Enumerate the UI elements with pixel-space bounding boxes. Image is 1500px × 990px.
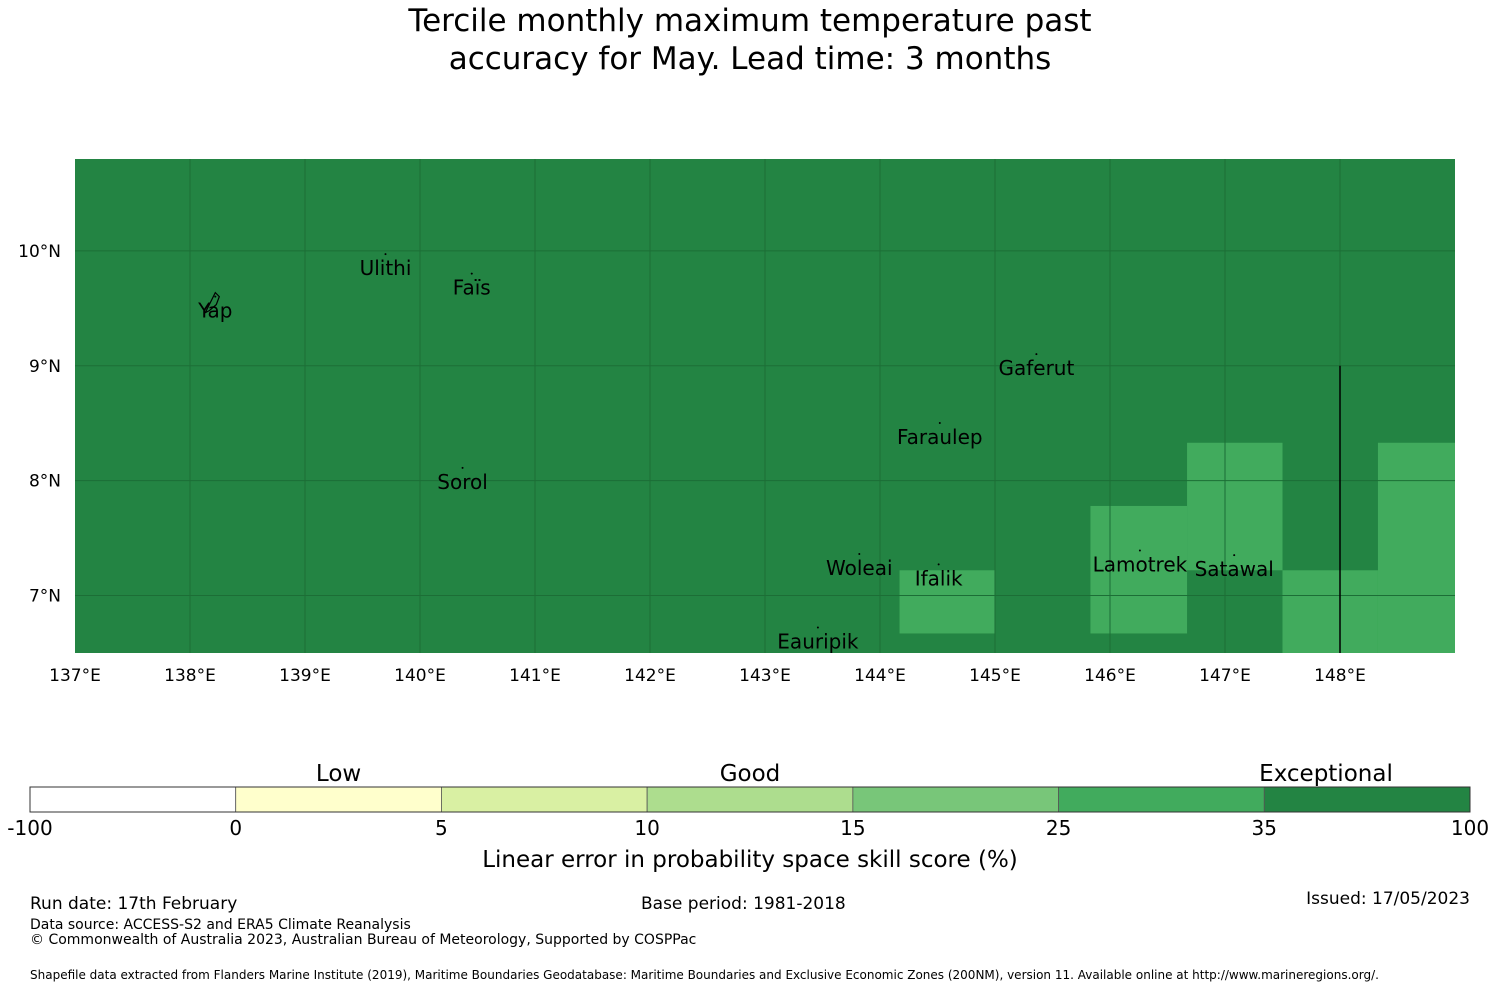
colorbar-tick-label: 10: [634, 816, 659, 840]
skill-cell: [1282, 570, 1378, 653]
colorbar-bin: [1263, 786, 1471, 813]
latitude-tick-label: 9°N: [29, 357, 61, 377]
island-marker: [384, 253, 387, 256]
longitude-tick-label: 143°E: [739, 666, 791, 686]
latitude-tick-label: 8°N: [29, 472, 61, 492]
island-marker: [938, 422, 941, 425]
island-marker: [816, 626, 819, 629]
colorbar-title: Linear error in probability space skill …: [482, 847, 1018, 873]
longitude-tick-label: 148°E: [1314, 666, 1366, 686]
place-label: Gaferut: [998, 356, 1074, 380]
longitude-tick-label: 137°E: [49, 666, 101, 686]
longitude-tick-label: 139°E: [279, 666, 331, 686]
colorbar-bin: [852, 786, 1059, 813]
colorbar-bin: [29, 786, 237, 813]
colorbar-tick-label: 35: [1252, 816, 1277, 840]
island-marker: [858, 552, 861, 555]
map-panel: Ulithi Faïs Yap Gaferut Faraulep Sorol Woleai I…: [75, 159, 1455, 654]
colorbar-category-label: Exceptional: [1259, 761, 1393, 787]
place-label: Woleai: [826, 556, 893, 580]
colorbar-bin: [1058, 786, 1265, 813]
map-axes: 137°E 138°E 139°E 140°E 141°E 142°E 143°E 144°E…: [18, 242, 1366, 686]
colorbar-tick-label: 25: [1046, 816, 1071, 840]
longitude-tick-label: 142°E: [624, 666, 676, 686]
map-title: Tercile monthly maximum temperature past…: [0, 2, 1500, 78]
colorbar-category-label: Low: [316, 761, 361, 787]
longitude-tick-label: 145°E: [969, 666, 1021, 686]
place-label: Yap: [197, 299, 232, 323]
longitude-tick-label: 147°E: [1199, 666, 1251, 686]
island-marker: [470, 272, 473, 275]
place-label: Ifalik: [915, 566, 963, 590]
run-date: Run date: 17th February: [30, 894, 238, 914]
island-marker: [461, 466, 464, 469]
place-label: Faraulep: [897, 425, 983, 449]
longitude-tick-label: 140°E: [394, 666, 446, 686]
skill-cell: [1090, 505, 1188, 634]
base-period: Base period: 1981-2018: [641, 894, 846, 914]
colorbar-tick-label: 5: [435, 816, 448, 840]
place-label: Lamotrek: [1093, 553, 1188, 577]
copyright-notice: © Commonwealth of Australia 2023, Austra…: [30, 932, 697, 948]
colorbar-tick-label: 0: [229, 816, 242, 840]
island-marker: [214, 295, 217, 298]
yap-island-shape: [203, 291, 220, 314]
place-label: Satawal: [1195, 557, 1274, 581]
shapefile-credit: Shapefile data extracted from Flanders M…: [30, 968, 1379, 982]
skill-cell: [1187, 442, 1283, 571]
colorbar-bin: [441, 786, 648, 813]
issued-date: Issued: 17/05/2023: [1306, 889, 1470, 909]
colorbar-bin: [235, 786, 442, 813]
place-label: Eauripik: [777, 630, 859, 654]
place-label: Sorol: [437, 470, 488, 494]
colorbar-outline: [29, 786, 1471, 813]
island-marker: [1035, 353, 1038, 356]
longitude-tick-label: 138°E: [164, 666, 216, 686]
latitude-tick-label: 7°N: [29, 587, 61, 607]
place-label: Ulithi: [360, 256, 412, 280]
colorbar-bin: [646, 786, 854, 813]
island-marker: [937, 563, 940, 566]
colorbar-category-label: Good: [720, 761, 781, 787]
colorbar: -100 0 5 10 15 25 35 100 Low Good Exceptional Linea…: [7, 761, 1489, 873]
island-marker: [1233, 554, 1236, 557]
colorbar-tick-label: 15: [840, 816, 865, 840]
place-label: Faïs: [453, 276, 491, 300]
skill-cell: [1377, 442, 1455, 653]
colorbar-tick-label: -100: [7, 816, 52, 840]
data-source: Data source: ACCESS-S2 and ERA5 Climate …: [30, 917, 411, 933]
colorbar-tick-label: 100: [1451, 816, 1489, 840]
skill-cell: [899, 570, 995, 634]
longitude-tick-label: 141°E: [509, 666, 561, 686]
island-marker: [1138, 549, 1141, 552]
longitude-tick-label: 144°E: [854, 666, 906, 686]
latitude-tick-label: 10°N: [18, 242, 61, 262]
longitude-tick-label: 146°E: [1084, 666, 1136, 686]
map-title-line-2: accuracy for May. Lead time: 3 months: [448, 41, 1052, 77]
map-title-line-1: Tercile monthly maximum temperature past: [408, 3, 1092, 39]
